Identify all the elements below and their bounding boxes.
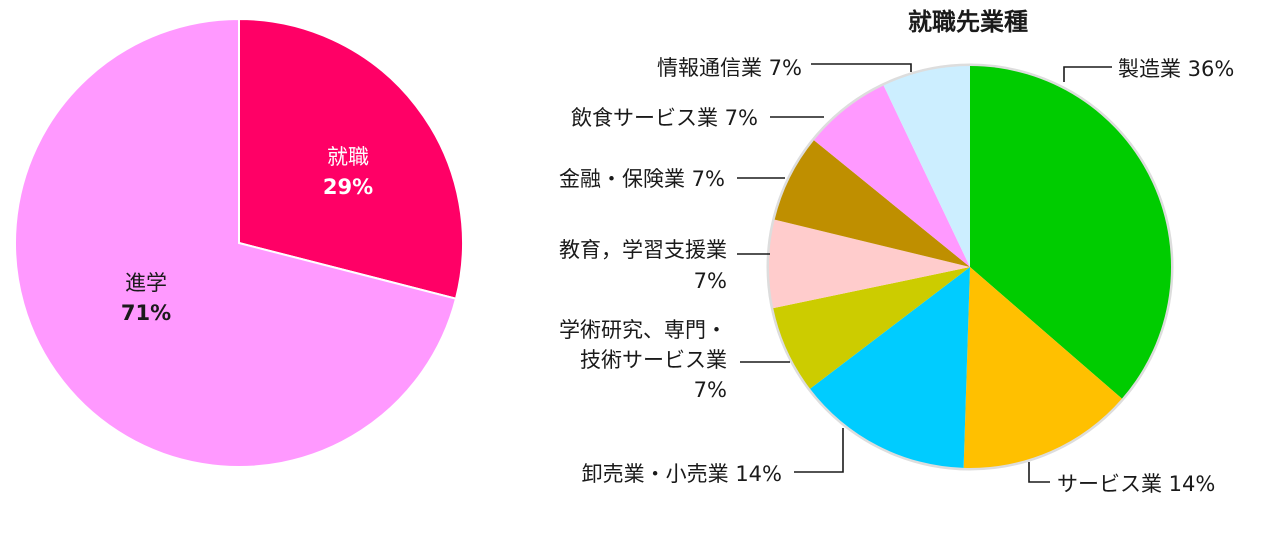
slice-manufacturing bbox=[970, 66, 1172, 399]
slice-food-services bbox=[813, 85, 970, 267]
pie-outline bbox=[766, 63, 1174, 471]
slice-label-education: 7% bbox=[694, 269, 727, 293]
industry-chart-title: 就職先業種 bbox=[908, 8, 1028, 36]
leader-line-services bbox=[1028, 462, 1050, 483]
slice-label-services: サービス業 14% bbox=[1057, 472, 1215, 496]
slice-label-academic-research: 技術サービス業 bbox=[580, 348, 727, 372]
slice-information-communication bbox=[883, 66, 970, 267]
slice-label-wholesale-retail: 卸売業・小売業 14% bbox=[582, 462, 782, 486]
slice-employment bbox=[238, 17, 464, 300]
slice-label-manufacturing: 製造業 36% bbox=[1118, 57, 1234, 81]
leader-line-wholesale-retail bbox=[794, 428, 844, 473]
slice-finance-insurance bbox=[774, 140, 970, 267]
slice-label-food-services: 飲食サービス業 7% bbox=[571, 106, 758, 130]
slice-label-value: 71% bbox=[121, 301, 171, 325]
slice-label-information-communication: 情報通信業 7% bbox=[657, 56, 802, 80]
slice-education bbox=[769, 219, 970, 309]
slice-label-academic-research: 7% bbox=[694, 378, 727, 402]
industry-pie-chart: 製造業 36% サービス業 14% 卸売業・小売業 14% 学術研究、専門・技術サービ… bbox=[559, 56, 1234, 496]
leader-line-information-communication bbox=[811, 63, 912, 72]
slice-label-education: 教育，学習支援業 bbox=[559, 238, 727, 262]
slice-label-value: 29% bbox=[323, 175, 373, 199]
slice-label-category: 進学 bbox=[125, 271, 167, 295]
slice-label-category: 就職 bbox=[327, 145, 369, 169]
enrollment-pie-chart: 就職 29% 進学 71% bbox=[14, 17, 464, 468]
leader-line-manufacturing bbox=[1063, 66, 1112, 82]
slice-services bbox=[963, 267, 1122, 469]
slice-label-finance-insurance: 金融・保険業 7% bbox=[559, 167, 725, 191]
slice-academic-research bbox=[773, 267, 970, 389]
slice-further-study bbox=[14, 17, 458, 468]
slice-wholesale-retail bbox=[810, 267, 970, 468]
slice-label-academic-research: 学術研究、専門・ bbox=[559, 318, 727, 342]
